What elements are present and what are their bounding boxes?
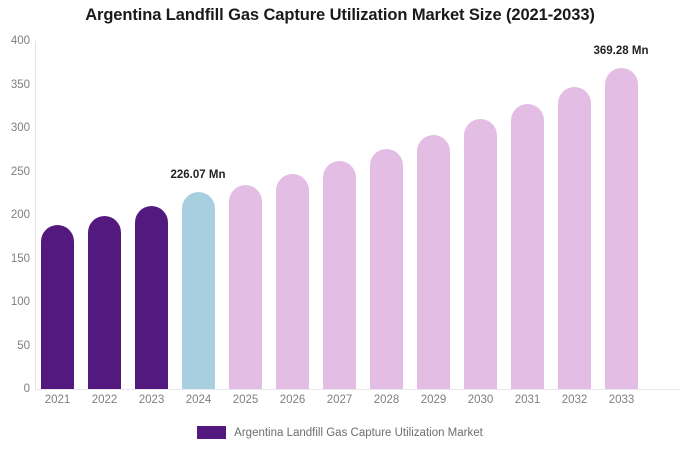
x-axis-tick-label: 2028 xyxy=(373,394,400,406)
x-axis-tick-label: 2031 xyxy=(514,394,541,406)
y-axis-line xyxy=(35,41,36,389)
x-axis-tick-label: 2025 xyxy=(232,394,259,406)
x-axis-tick-label: 2021 xyxy=(44,394,71,406)
bar[interactable] xyxy=(135,206,168,389)
x-axis-tick-label: 2033 xyxy=(608,394,635,406)
y-axis-tick-label: 50 xyxy=(17,339,30,352)
x-axis-tick-label: 2032 xyxy=(561,394,588,406)
x-axis-tick-label: 2027 xyxy=(326,394,353,406)
x-axis-tick-label: 2022 xyxy=(91,394,118,406)
bar[interactable] xyxy=(182,192,215,389)
data-value-label: 226.07 Mn xyxy=(170,169,226,182)
y-axis-tick-label: 350 xyxy=(10,78,30,91)
bar[interactable] xyxy=(229,184,262,389)
bar[interactable] xyxy=(88,215,121,389)
x-axis-tick-label: 2029 xyxy=(420,394,447,406)
x-axis-tick-label: 2024 xyxy=(185,394,212,406)
bar[interactable] xyxy=(558,87,591,389)
chart-title: Argentina Landfill Gas Capture Utilizati… xyxy=(85,6,595,24)
bar[interactable] xyxy=(417,134,450,389)
bar[interactable] xyxy=(605,67,638,389)
plot-area xyxy=(36,41,680,389)
bar[interactable] xyxy=(511,103,544,389)
x-axis-tick-label: 2023 xyxy=(138,394,165,406)
chart-legend: Argentina Landfill Gas Capture Utilizati… xyxy=(0,426,680,439)
bar[interactable] xyxy=(370,148,403,389)
y-axis-tick-label: 250 xyxy=(10,165,30,178)
legend-swatch-icon xyxy=(197,426,227,439)
y-axis-tick-label: 150 xyxy=(10,252,30,265)
x-axis-tick-label: 2026 xyxy=(279,394,306,406)
bar[interactable] xyxy=(464,119,497,389)
y-axis-tick-label: 0 xyxy=(23,383,30,395)
bar[interactable] xyxy=(276,174,309,389)
y-axis-tick-label: 200 xyxy=(10,209,30,221)
y-axis-tick-label: 100 xyxy=(10,296,30,308)
y-axis-tick-label: 400 xyxy=(10,35,30,47)
x-axis-tick-label: 2030 xyxy=(467,394,494,406)
data-value-label: 369.28 Mn xyxy=(593,44,649,57)
bar[interactable] xyxy=(41,225,74,389)
x-axis-line xyxy=(35,389,680,390)
y-axis-tick-label: 300 xyxy=(10,122,30,134)
bar[interactable] xyxy=(323,161,356,389)
legend-label: Argentina Landfill Gas Capture Utilizati… xyxy=(234,426,483,439)
